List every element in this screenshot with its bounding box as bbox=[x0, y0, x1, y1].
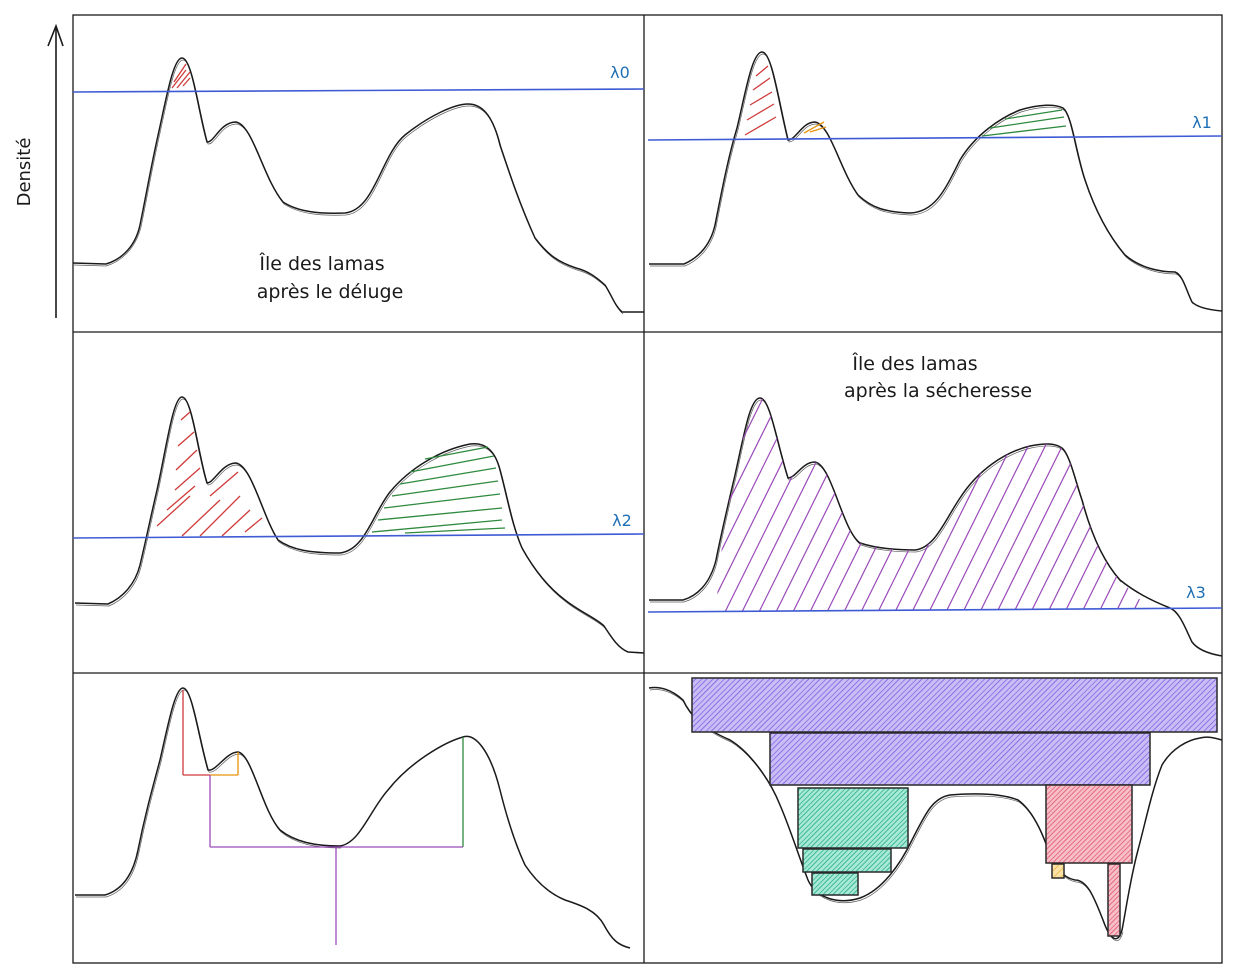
panel-3: λ2 bbox=[73, 396, 644, 654]
panel-3-lambda-label: λ2 bbox=[612, 511, 632, 530]
panel-4-hatch-line bbox=[775, 398, 887, 612]
panel-4: λ3 Île des lamas après la sécheresse bbox=[647, 352, 1235, 657]
panel-4-hatch-line bbox=[979, 398, 1091, 612]
panel-4-hatch-line bbox=[1098, 398, 1150, 612]
panel-2-orange-hatch bbox=[803, 121, 827, 134]
panel-4-lambda-label: λ3 bbox=[1186, 583, 1206, 602]
panel-2-red-hatch bbox=[744, 65, 777, 136]
panel-4-hatch-line bbox=[716, 398, 819, 612]
panel-4-hatch-line bbox=[826, 398, 938, 612]
y-axis bbox=[47, 23, 64, 318]
panel-6-cluster-bars bbox=[691, 677, 1218, 937]
panel-3-green-hatch bbox=[371, 446, 506, 534]
panel-4-density-curve bbox=[649, 397, 1222, 657]
panel-4-hatch-line bbox=[843, 398, 955, 612]
panel-4-threshold-line bbox=[647, 607, 1222, 613]
panel-1-density-curve bbox=[73, 57, 644, 313]
panel-5-orange-branch bbox=[210, 752, 239, 776]
panel-1-caption-line-2: après le déluge bbox=[257, 281, 404, 303]
panel-1: λ0 Île des lamas après le déluge bbox=[73, 57, 644, 315]
panel-4-hatch-line bbox=[724, 398, 836, 612]
panel-4-hatch-line bbox=[894, 398, 1006, 612]
panel-4-hatch-line bbox=[809, 398, 921, 612]
panel-5-red-branch bbox=[182, 690, 210, 776]
panel-4-hatch-line bbox=[758, 398, 870, 612]
y-axis-label: Densité bbox=[14, 138, 35, 207]
panel-4-hatch-line bbox=[716, 398, 768, 612]
panel-4-hatch-line bbox=[928, 398, 1040, 612]
panel-4-hatch-line bbox=[1047, 398, 1150, 612]
panel-4-hatch-line bbox=[1115, 398, 1150, 612]
panel-4-hatch-line bbox=[860, 398, 972, 612]
panel-1-threshold-line bbox=[73, 88, 644, 93]
panel-grid bbox=[72, 14, 1223, 964]
panel-6 bbox=[648, 677, 1222, 942]
panel-5 bbox=[75, 687, 631, 949]
panel-4-hatch-line bbox=[1013, 398, 1125, 612]
panel-1-red-hatch bbox=[171, 63, 191, 89]
panel-3-density-curve bbox=[74, 396, 644, 654]
panel-5-purple-branch bbox=[209, 775, 463, 945]
panel-4-hatch-line bbox=[962, 398, 1074, 612]
panel-4-hatch-line bbox=[716, 398, 751, 612]
panel-2-threshold-line bbox=[647, 135, 1222, 141]
panel-3-threshold-line bbox=[73, 533, 644, 539]
panel-1-lambda-label: λ0 bbox=[610, 63, 630, 82]
panel-4-hatch-line bbox=[945, 398, 1057, 612]
panel-4-hatch-line bbox=[911, 398, 1023, 612]
panel-4-caption-line-1: Île des lamas bbox=[851, 352, 977, 375]
panel-4-caption-line-2: après la sécheresse bbox=[844, 380, 1032, 402]
panel-2-green-hatch bbox=[981, 109, 1067, 137]
panel-4-hatch-line bbox=[1201, 390, 1235, 612]
panel-4-hatch-line bbox=[996, 398, 1108, 612]
panel-5-density-curve bbox=[75, 687, 631, 949]
panel-1-caption-line-1: Île des lamas bbox=[258, 252, 384, 275]
panel-2-lambda-label: λ1 bbox=[1192, 113, 1212, 132]
panel-3-red-hatch bbox=[156, 411, 263, 537]
panel-4-hatch-line bbox=[1081, 398, 1150, 612]
panel-4-hatch-line bbox=[1218, 390, 1235, 612]
panel-4-hatch-line bbox=[1184, 390, 1235, 612]
panel-4-hatch-line bbox=[741, 398, 853, 612]
panel-4-hatch-line bbox=[792, 398, 904, 612]
panel-4-hatch-line bbox=[1030, 398, 1142, 612]
panel-4-purple-hatch bbox=[716, 390, 1235, 612]
panel-4-hatch-line bbox=[877, 398, 989, 612]
panel-4-hatch-line bbox=[1167, 390, 1235, 612]
panel-4-hatch-line bbox=[1132, 398, 1150, 612]
panel-2-density-curve bbox=[649, 51, 1222, 312]
panel-2: λ1 bbox=[647, 51, 1222, 312]
